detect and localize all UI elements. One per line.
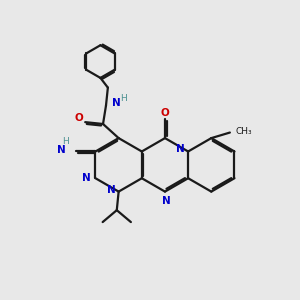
Text: N: N (112, 98, 121, 108)
Text: CH₃: CH₃ (235, 127, 252, 136)
Text: N: N (176, 143, 184, 154)
Text: O: O (75, 113, 84, 123)
Text: H: H (120, 94, 127, 103)
Text: N: N (107, 185, 116, 195)
Text: N: N (163, 196, 171, 206)
Text: N: N (82, 173, 91, 183)
Text: H: H (62, 137, 69, 146)
Text: N: N (57, 145, 66, 155)
Text: O: O (160, 108, 169, 118)
